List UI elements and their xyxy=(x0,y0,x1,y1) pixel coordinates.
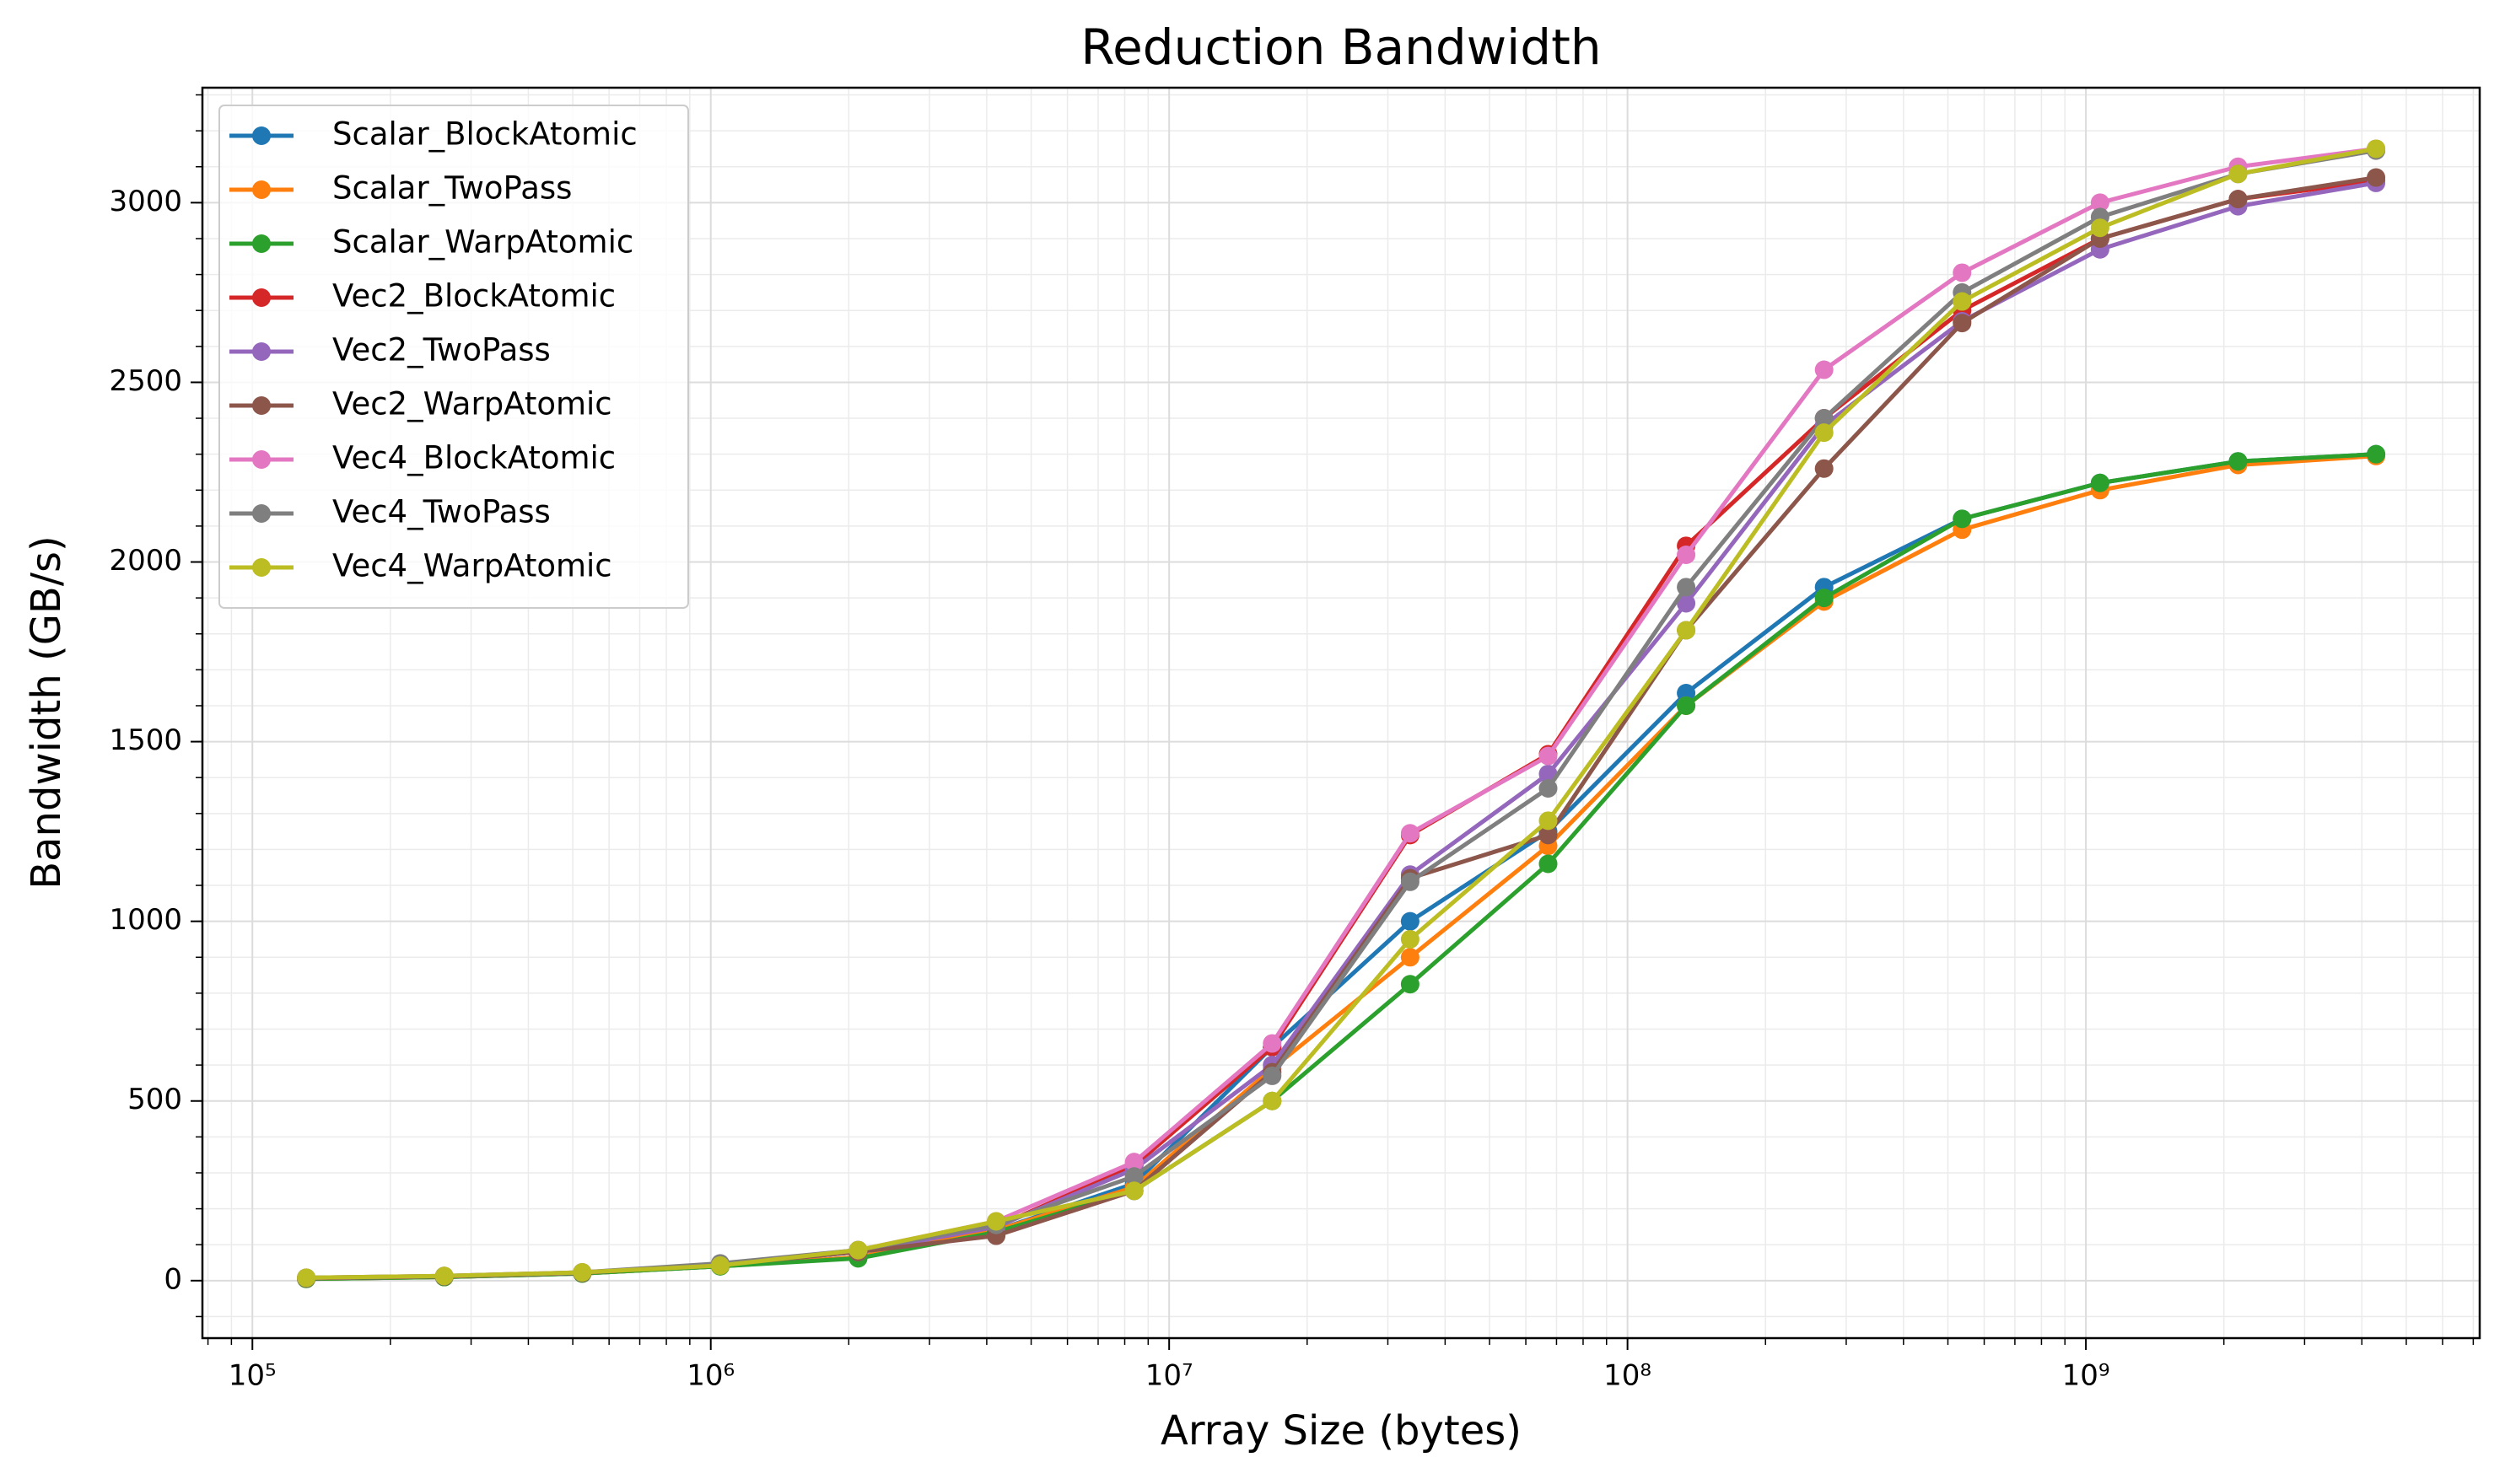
legend-marker xyxy=(252,504,271,523)
legend-marker xyxy=(252,180,271,199)
y-tick-label: 3000 xyxy=(109,185,182,218)
data-point xyxy=(1814,459,1834,478)
legend-marker xyxy=(252,126,271,145)
data-point xyxy=(1953,292,1972,311)
legend: Scalar_BlockAtomic Scalar_TwoPass Scalar_W… xyxy=(218,105,689,609)
data-point xyxy=(1538,854,1558,874)
legend-marker xyxy=(252,234,271,253)
legend-label: Vec4_TwoPass xyxy=(332,494,551,530)
data-point xyxy=(2090,218,2109,238)
data-point xyxy=(1400,824,1420,843)
legend-label: Scalar_WarpAtomic xyxy=(332,224,633,261)
data-point xyxy=(1263,1066,1282,1085)
data-point xyxy=(2367,139,2386,159)
data-point xyxy=(848,1240,868,1260)
data-point xyxy=(434,1266,454,1286)
legend-label: Vec2_TwoPass xyxy=(332,332,551,368)
axes: 10⁵ 10⁶ 10⁷ 10⁸ 10⁹ 0 500 1000 1500 2000 2500 3000 xyxy=(109,86,2481,1393)
y-tick-label: 2000 xyxy=(109,544,182,578)
data-point xyxy=(1400,948,1420,967)
data-point xyxy=(2367,168,2386,187)
legend-label: Vec2_BlockAtomic xyxy=(332,278,616,315)
legend-label: Scalar_BlockAtomic xyxy=(332,116,638,153)
legend-box xyxy=(218,105,689,609)
data-point xyxy=(1124,1167,1144,1186)
data-point xyxy=(987,1212,1006,1231)
series-line xyxy=(306,146,2377,1280)
data-point xyxy=(1538,778,1558,798)
x-tick-label: 10⁵ xyxy=(229,1359,277,1393)
legend-marker xyxy=(252,558,271,577)
data-point xyxy=(1538,811,1558,831)
y-tick-label: 1000 xyxy=(109,903,182,937)
data-point xyxy=(1677,696,1696,715)
axes-frame xyxy=(201,86,2481,1340)
legend-marker xyxy=(252,342,271,361)
x-tick-label: 10⁶ xyxy=(687,1359,735,1393)
y-tick-label: 0 xyxy=(164,1262,182,1296)
legend-marker xyxy=(252,396,271,415)
data-point xyxy=(1400,975,1420,994)
data-point xyxy=(1814,423,1834,443)
x-axis-label: Array Size (bytes) xyxy=(1161,1407,1522,1454)
chart-title: Reduction Bandwidth xyxy=(1080,19,1601,76)
data-point xyxy=(2090,193,2109,212)
plot-area xyxy=(297,139,2386,1288)
data-point xyxy=(710,1255,730,1275)
data-point xyxy=(1538,825,1558,845)
y-tick-label: 2500 xyxy=(109,364,182,398)
y-tick-label: 500 xyxy=(127,1083,182,1116)
x-tick-label: 10⁸ xyxy=(1603,1359,1651,1393)
data-point xyxy=(1814,360,1834,379)
data-point xyxy=(297,1268,316,1288)
data-point xyxy=(1814,409,1834,428)
y-tick-label: 1500 xyxy=(109,723,182,757)
x-tick-label: 10⁹ xyxy=(2062,1359,2110,1393)
data-point xyxy=(2228,190,2248,209)
legend-label: Vec4_BlockAtomic xyxy=(332,440,616,476)
data-point xyxy=(1400,929,1420,949)
data-point xyxy=(1263,1034,1282,1053)
data-point xyxy=(1677,545,1696,564)
data-point xyxy=(1124,1153,1144,1172)
data-point xyxy=(2228,164,2248,184)
legend-marker xyxy=(252,450,271,469)
data-point xyxy=(1953,509,1972,529)
y-axis-label: Bandwidth (GB/s) xyxy=(23,535,70,890)
legend-label: Vec4_WarpAtomic xyxy=(332,548,612,584)
data-point xyxy=(2090,473,2109,492)
data-point xyxy=(1814,589,1834,608)
data-point xyxy=(2367,444,2386,464)
data-point xyxy=(1677,594,1696,613)
data-point xyxy=(1953,314,1972,333)
data-point xyxy=(1538,746,1558,766)
data-point xyxy=(1953,263,1972,282)
data-point xyxy=(1400,911,1420,931)
data-point xyxy=(1263,1091,1282,1110)
legend-marker xyxy=(252,288,271,307)
legend-label: Vec2_WarpAtomic xyxy=(332,386,612,422)
data-point xyxy=(1677,578,1696,597)
data-point xyxy=(2228,452,2248,471)
data-point xyxy=(573,1263,592,1282)
data-point xyxy=(1677,621,1696,640)
data-point xyxy=(1124,1181,1144,1201)
data-point xyxy=(1400,872,1420,891)
legend-label: Scalar_TwoPass xyxy=(332,170,572,207)
x-tick-label: 10⁷ xyxy=(1145,1359,1193,1393)
